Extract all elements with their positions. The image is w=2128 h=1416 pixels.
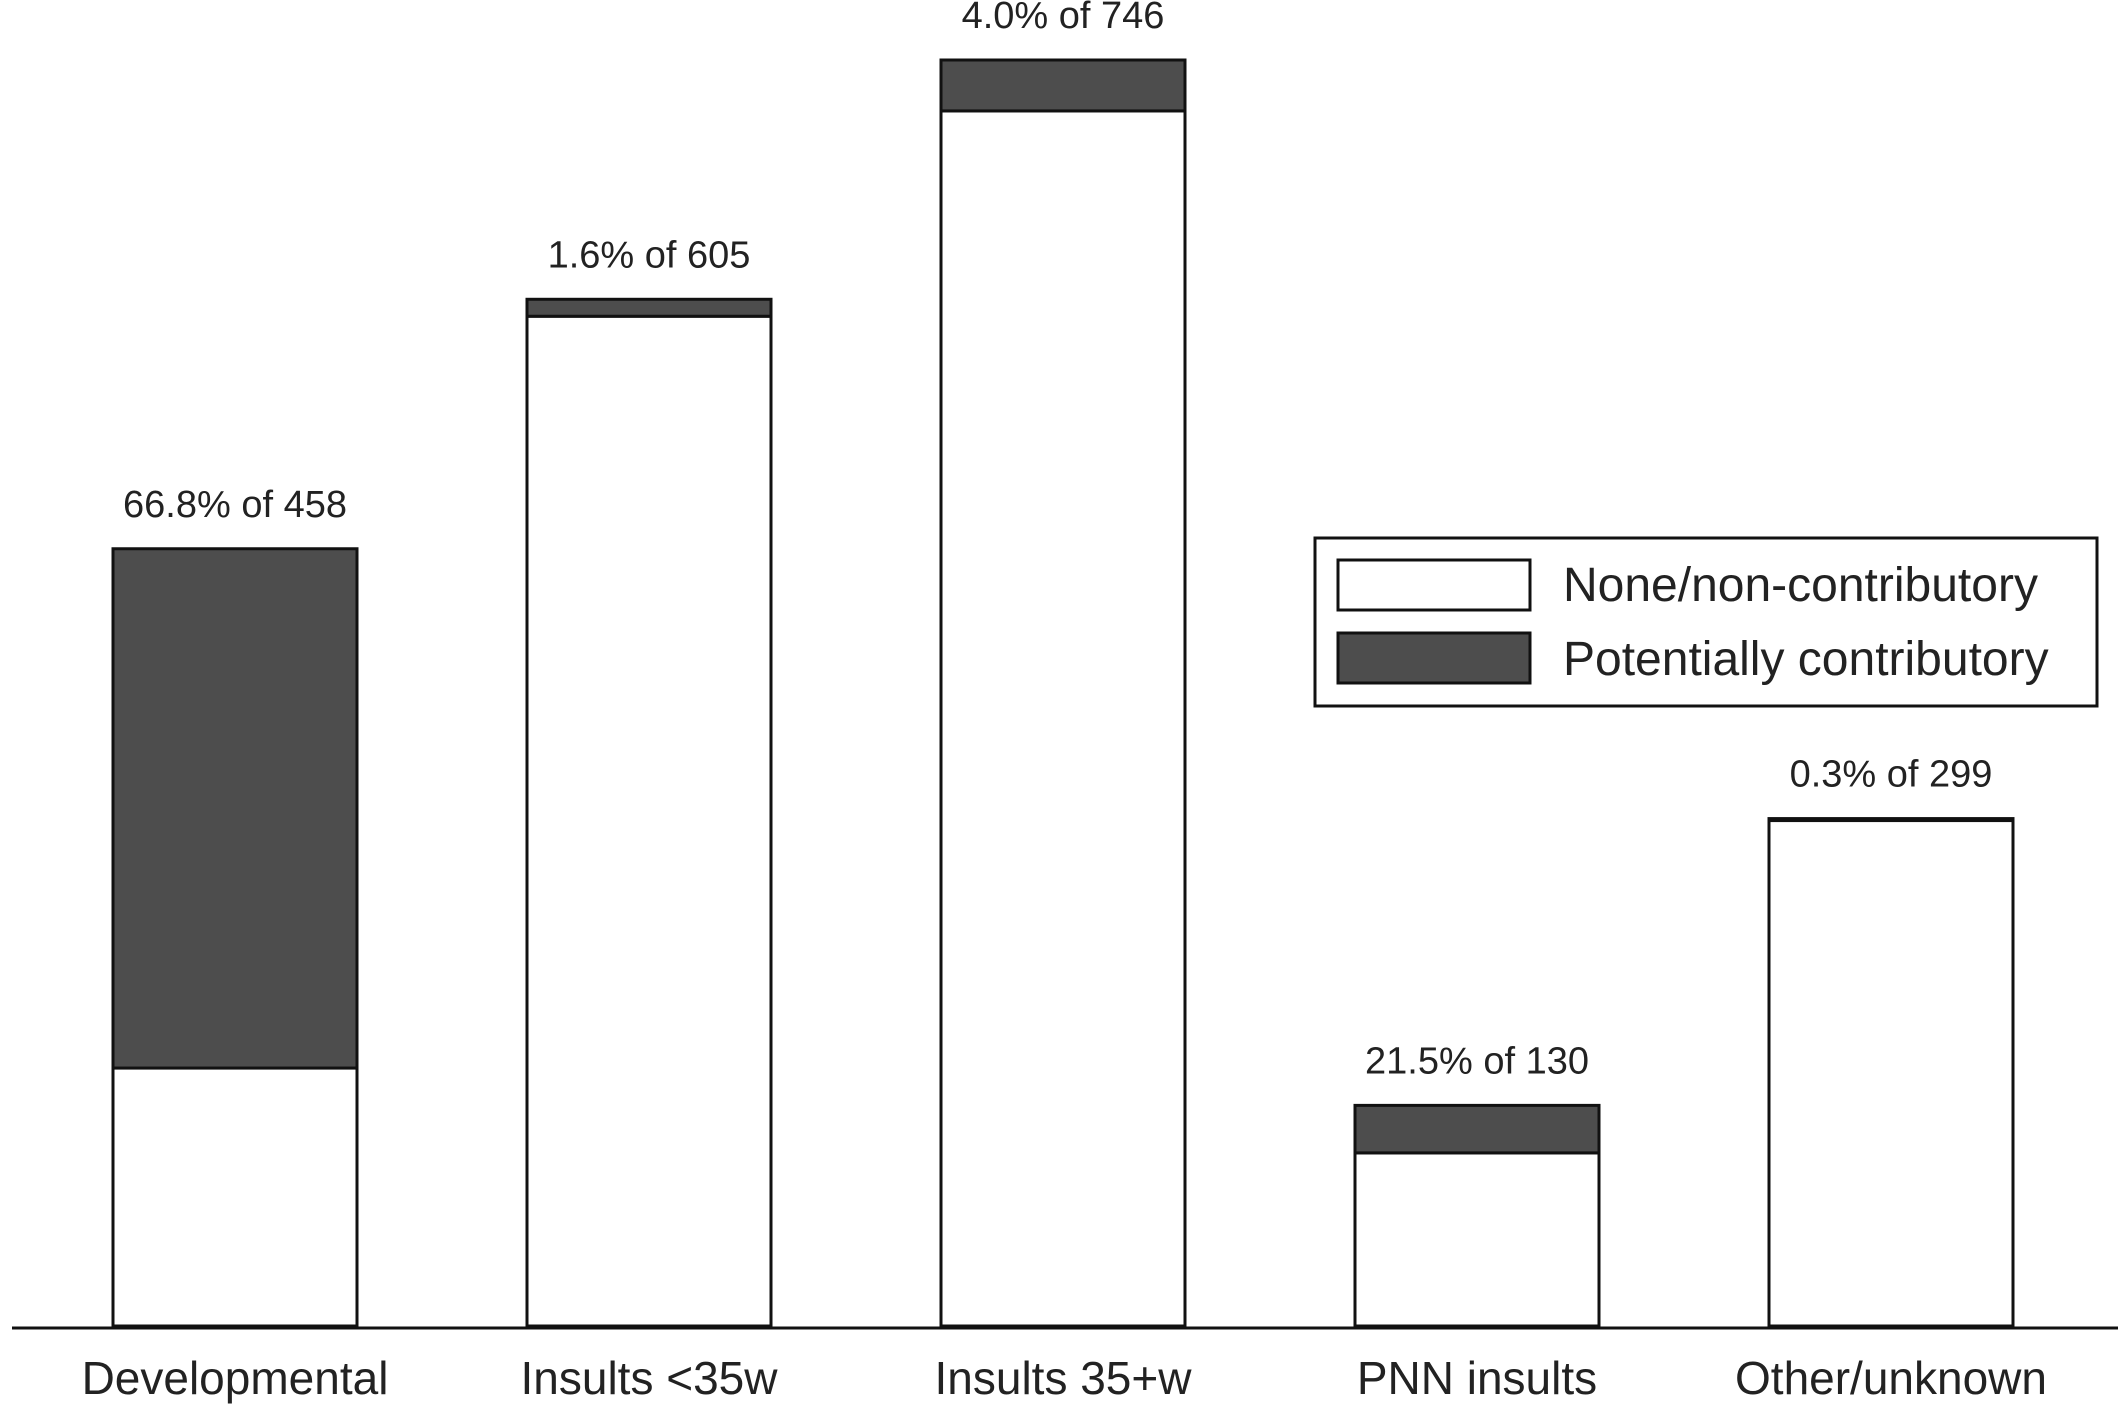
bar-total-label-3: 21.5% of 130 xyxy=(1365,1040,1589,1082)
bar-total-label-1: 1.6% of 605 xyxy=(548,234,751,276)
bar-none-2 xyxy=(939,109,1187,1328)
legend: None/non-contributory Potentially contri… xyxy=(1313,536,2099,708)
bar-labels-group: 66.8% of 458 1.6% of 605 4.0% of 746 21.5% … xyxy=(123,0,1992,1082)
bar-total-label-2: 4.0% of 746 xyxy=(962,0,1165,37)
x-tick-label-1: Insults <35w xyxy=(521,1352,779,1404)
bar-none-4 xyxy=(1767,818,2015,1328)
bar-total-label-0: 66.8% of 458 xyxy=(123,484,347,526)
bar-total-label-4: 0.3% of 299 xyxy=(1790,754,1993,796)
legend-swatch-potential xyxy=(1336,631,1532,685)
x-tick-label-2: Insults 35+w xyxy=(935,1352,1193,1404)
bars-group xyxy=(111,58,2015,1328)
bar-none-0 xyxy=(111,1066,359,1328)
bar-none-3 xyxy=(1353,1151,1601,1328)
bar-potential-2 xyxy=(939,58,1187,113)
legend-swatch-none xyxy=(1336,558,1532,612)
legend-label-none: None/non-contributory xyxy=(1563,559,2038,612)
bar-none-1 xyxy=(525,314,773,1328)
x-tick-label-3: PNN insults xyxy=(1357,1352,1597,1404)
x-tick-labels-group: Developmental Insults <35w Insults 35+w PNN… xyxy=(82,1352,2047,1404)
legend-label-potential: Potentially contributory xyxy=(1563,633,2049,686)
bar-potential-1 xyxy=(525,297,773,318)
x-tick-label-0: Developmental xyxy=(82,1352,389,1404)
x-tick-label-4: Other/unknown xyxy=(1735,1352,2047,1404)
bar-potential-0 xyxy=(111,547,359,1070)
bar-potential-4 xyxy=(1767,817,2015,823)
bar-potential-3 xyxy=(1353,1103,1601,1155)
